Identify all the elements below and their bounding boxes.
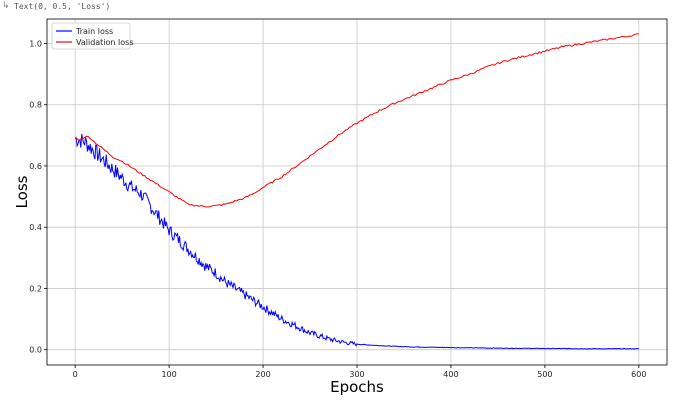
cell-output-text: Text(0, 0.5, 'Loss') xyxy=(14,2,111,11)
output-arrow-icon: ↳ xyxy=(2,1,10,11)
series-line-validation xyxy=(75,33,639,208)
cell-output-strip: ↳ Text(0, 0.5, 'Loss') xyxy=(0,0,700,14)
x-tick-label: 200 xyxy=(255,370,270,379)
legend-label: Validation loss xyxy=(76,38,134,47)
series-line-train xyxy=(74,133,639,350)
x-tick-label: 500 xyxy=(537,370,552,379)
y-tick-label: 0.4 xyxy=(29,223,42,232)
x-axis-label: Epochs xyxy=(330,378,384,396)
legend: Train loss Validation loss xyxy=(51,22,134,50)
legend-label: Train loss xyxy=(75,27,113,36)
y-tick-label: 0.0 xyxy=(29,346,42,355)
x-tick-label: 100 xyxy=(161,370,176,379)
x-tick-label: 0 xyxy=(73,370,78,379)
x-tick-label: 300 xyxy=(349,370,364,379)
y-tick-label: 0.6 xyxy=(29,162,42,171)
y-tick-label: 1.0 xyxy=(29,39,42,48)
y-tick-label: 0.2 xyxy=(29,284,42,293)
y-tick-label: 0.8 xyxy=(29,101,42,110)
x-tick-label: 400 xyxy=(443,370,458,379)
y-axis-label: Loss xyxy=(13,175,31,208)
x-tick-label: 600 xyxy=(631,370,646,379)
